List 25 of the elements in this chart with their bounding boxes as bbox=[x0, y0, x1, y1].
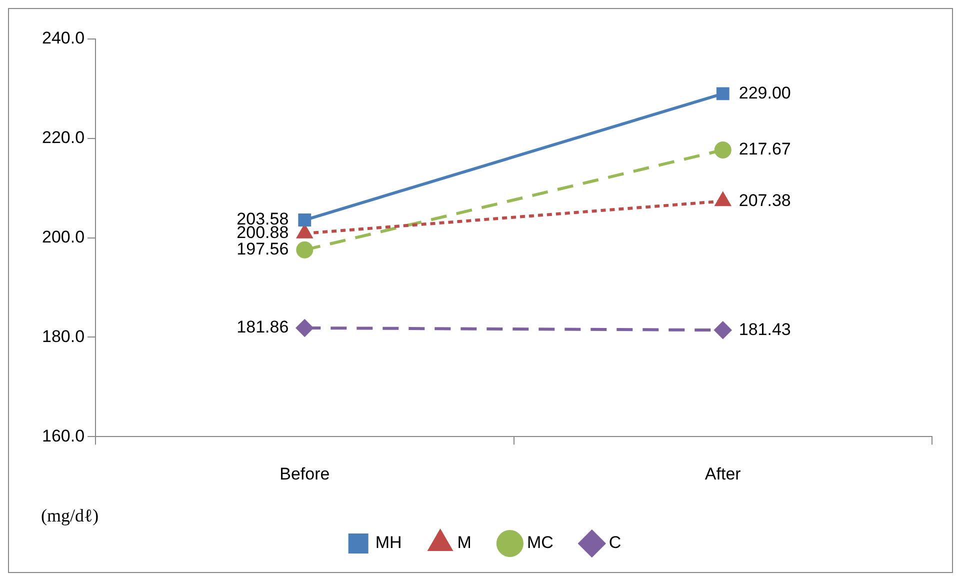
y-tick-label: 200.0 bbox=[42, 227, 85, 246]
legend-label: MC bbox=[526, 533, 554, 552]
x-tick-label: Before bbox=[280, 464, 330, 484]
y-tick-label: 180.0 bbox=[42, 326, 85, 346]
data-label: 181.43 bbox=[738, 320, 791, 339]
point bbox=[714, 141, 732, 158]
legend-label: C bbox=[608, 533, 622, 552]
data-label: 229.00 bbox=[738, 83, 791, 102]
data-label: 217.67 bbox=[738, 140, 791, 159]
point bbox=[298, 214, 312, 226]
legend-label: MH bbox=[375, 533, 402, 552]
point bbox=[296, 241, 314, 258]
x-tick-label: After bbox=[704, 464, 742, 484]
point bbox=[716, 87, 730, 100]
y-tick-label: 220.0 bbox=[42, 128, 85, 148]
legend-label: M bbox=[457, 533, 472, 552]
point bbox=[715, 192, 730, 206]
data-label: 197.56 bbox=[236, 240, 289, 259]
point bbox=[714, 322, 732, 339]
y-tick-label: 240.0 bbox=[42, 28, 85, 48]
data-label: 207.38 bbox=[738, 190, 791, 210]
data-label: 181.86 bbox=[236, 318, 289, 337]
y-tick-label: 160.0 bbox=[42, 426, 85, 446]
point bbox=[296, 319, 314, 336]
y-axis-title: (mg/dℓ) bbox=[41, 506, 99, 526]
